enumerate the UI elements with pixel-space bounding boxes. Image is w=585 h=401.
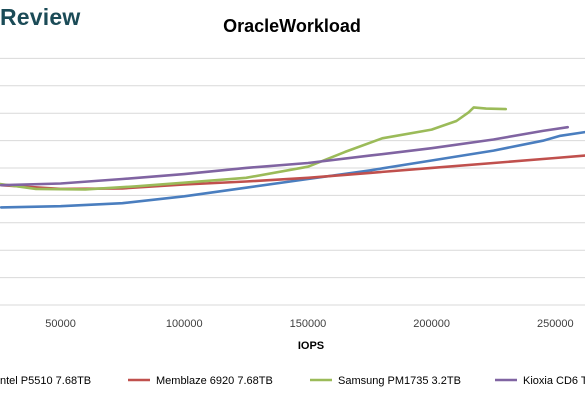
x-tick-label: 200000 — [413, 318, 450, 330]
legend-label: Kioxia CD6 T — [523, 375, 585, 387]
x-axis-ticks: 50000 100000 150000 200000 250000 — [45, 318, 573, 330]
x-axis-label: IOPS — [298, 340, 324, 352]
series-line-3 — [0, 106, 508, 191]
x-tick-label: 100000 — [166, 318, 203, 330]
series-line-4 — [0, 125, 570, 187]
legend-label: ntel P5510 7.68TB — [0, 375, 91, 387]
x-tick-label: 50000 — [45, 318, 76, 330]
x-tick-label: 150000 — [290, 318, 327, 330]
series-line-2 — [0, 154, 585, 191]
chart-title: OracleWorkload — [223, 16, 361, 36]
x-tick-label: 250000 — [537, 318, 574, 330]
legend-label: Samsung PM1735 3.2TB — [338, 375, 461, 387]
legend: ntel P5510 7.68TB Memblaze 6920 7.68TB Sam… — [0, 375, 585, 387]
brand-logo-text: Review — [0, 4, 81, 30]
series-lines — [0, 106, 585, 209]
legend-label: Memblaze 6920 7.68TB — [156, 375, 273, 387]
